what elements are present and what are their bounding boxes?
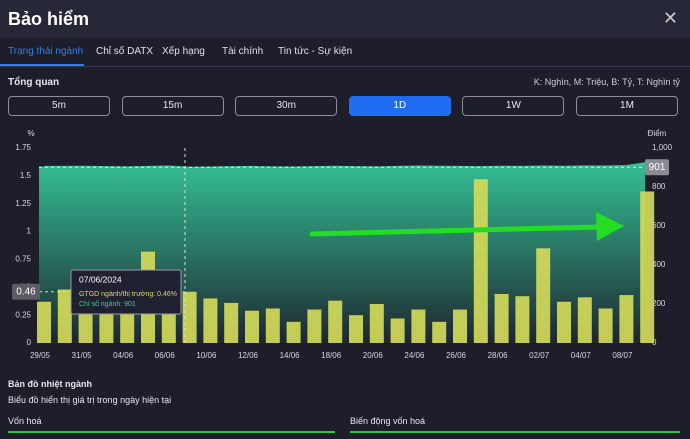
x-tick-label: 28/06 xyxy=(488,351,509,360)
header: Bảo hiểm ✕ xyxy=(0,0,690,38)
heatmap-column: Biến động vốn hoá xyxy=(350,416,426,426)
crosshair-label-box xyxy=(12,283,40,300)
y-tick-label: 1.75 xyxy=(15,143,31,152)
x-tick-label: 14/06 xyxy=(280,351,301,360)
y-tick-label: 0.25 xyxy=(15,310,31,319)
bar xyxy=(224,302,239,343)
bar xyxy=(369,304,384,343)
x-tick-label: 04/07 xyxy=(571,351,592,360)
tooltip-line: GTGD ngành/thị trường: 0.46% xyxy=(79,291,177,298)
x-tick-label: 06/06 xyxy=(155,351,176,360)
bar xyxy=(182,291,197,343)
tab[interactable]: Tài chính xyxy=(222,46,264,57)
heatmap-bar xyxy=(350,431,680,433)
bar xyxy=(99,309,114,343)
y2-tick-label: 1,000 xyxy=(652,143,673,152)
bar xyxy=(536,248,551,343)
y-tick-label: 1.25 xyxy=(15,199,31,208)
title: Bảo hiểm xyxy=(8,9,90,29)
x-tick-label: 24/06 xyxy=(404,351,425,360)
bar xyxy=(390,318,405,343)
close-button[interactable]: ✕ xyxy=(662,8,678,28)
x-tick-label: 12/06 xyxy=(238,351,259,360)
bar xyxy=(265,308,280,343)
bar xyxy=(619,295,634,343)
crosshair-y-label: 0.46 xyxy=(16,286,36,297)
crosshair-label-box xyxy=(645,159,669,176)
tab-underline xyxy=(0,64,84,66)
timeframe-button[interactable]: 1W xyxy=(462,96,565,116)
bar xyxy=(515,296,530,343)
bar xyxy=(328,300,343,343)
tab[interactable]: Trạng thái ngành xyxy=(8,46,84,57)
timeframe-button[interactable]: 30m xyxy=(235,96,338,116)
bar xyxy=(349,315,363,343)
tab[interactable]: Tin tức - Sự kiện xyxy=(278,46,353,57)
tooltip xyxy=(70,269,182,315)
bar xyxy=(203,298,218,343)
bar xyxy=(453,309,467,343)
timeframe-button[interactable]: 5m xyxy=(8,96,110,116)
tooltip-title: 07/06/2024 xyxy=(79,274,122,284)
y-tick-label: 0 xyxy=(27,338,32,347)
y-tick-label: 0.75 xyxy=(15,255,31,264)
x-tick-label: 26/06 xyxy=(446,351,467,360)
annotation-arrowhead xyxy=(596,212,624,241)
y-tick-label: 1 xyxy=(27,227,32,236)
bar xyxy=(78,306,93,343)
chart: %Điểm00.250.50.7511.251.51.7502004006008… xyxy=(12,129,673,360)
y2-axis-label: Điểm xyxy=(648,129,667,138)
unit-note: K: Nghìn, M: Triệu, B: Tỷ, T: Nghìn tỷ xyxy=(533,77,680,87)
timeframe-button[interactable]: 15m xyxy=(121,96,224,116)
bar xyxy=(598,308,613,343)
y2-tick-label: 200 xyxy=(652,299,666,308)
heatmap-bar xyxy=(8,431,335,433)
y2-tick-label: 0 xyxy=(652,338,657,347)
bar xyxy=(640,191,655,343)
bar xyxy=(494,293,509,343)
tooltip-line: Chỉ số ngành: 901 xyxy=(79,299,136,308)
y2-tick-label: 800 xyxy=(652,182,666,191)
timeframe-button[interactable]: 1D xyxy=(348,96,451,116)
x-tick-label: 04/06 xyxy=(113,351,134,360)
timeframe-button[interactable]: 1M xyxy=(576,96,678,116)
y-axis-label: % xyxy=(27,129,34,138)
heatmap-column: Vốn hoá xyxy=(8,416,42,426)
bar xyxy=(432,321,447,343)
bar xyxy=(473,179,488,343)
x-tick-label: 02/07 xyxy=(529,351,550,360)
x-tick-label: 08/07 xyxy=(612,351,633,360)
bar xyxy=(557,301,571,343)
crosshair-y2-label: 901 xyxy=(649,162,666,173)
y-tick-label: 1.5 xyxy=(20,171,32,180)
bar xyxy=(37,301,51,343)
x-tick-label: 10/06 xyxy=(196,351,217,360)
tab-bar: Trạng thái ngành Chỉ số DATX Xếp hạng Tài c… xyxy=(0,38,690,67)
bar xyxy=(245,310,259,343)
annotation-arrow xyxy=(309,224,599,237)
bar xyxy=(57,289,72,343)
bar xyxy=(307,309,322,343)
tab[interactable]: Xếp hạng xyxy=(162,46,205,57)
bar xyxy=(286,321,301,343)
x-tick-label: 29/05 xyxy=(30,351,51,360)
bar xyxy=(411,309,426,343)
area-line xyxy=(44,162,648,168)
y2-tick-label: 600 xyxy=(652,221,666,230)
tab[interactable]: Chỉ số DATX xyxy=(96,46,154,57)
heatmap-subtitle: Biểu đồ hiển thị giá trị trong ngày hiện… xyxy=(8,395,172,405)
x-tick-label: 31/05 xyxy=(72,351,93,360)
y2-tick-label: 400 xyxy=(652,260,666,269)
x-tick-label: 20/06 xyxy=(363,351,384,360)
section-title: Tổng quan xyxy=(8,77,60,88)
heatmap-title: Bản đồ nhiệt ngành xyxy=(8,379,92,389)
x-tick-label: 18/06 xyxy=(321,351,342,360)
bar xyxy=(577,297,592,343)
